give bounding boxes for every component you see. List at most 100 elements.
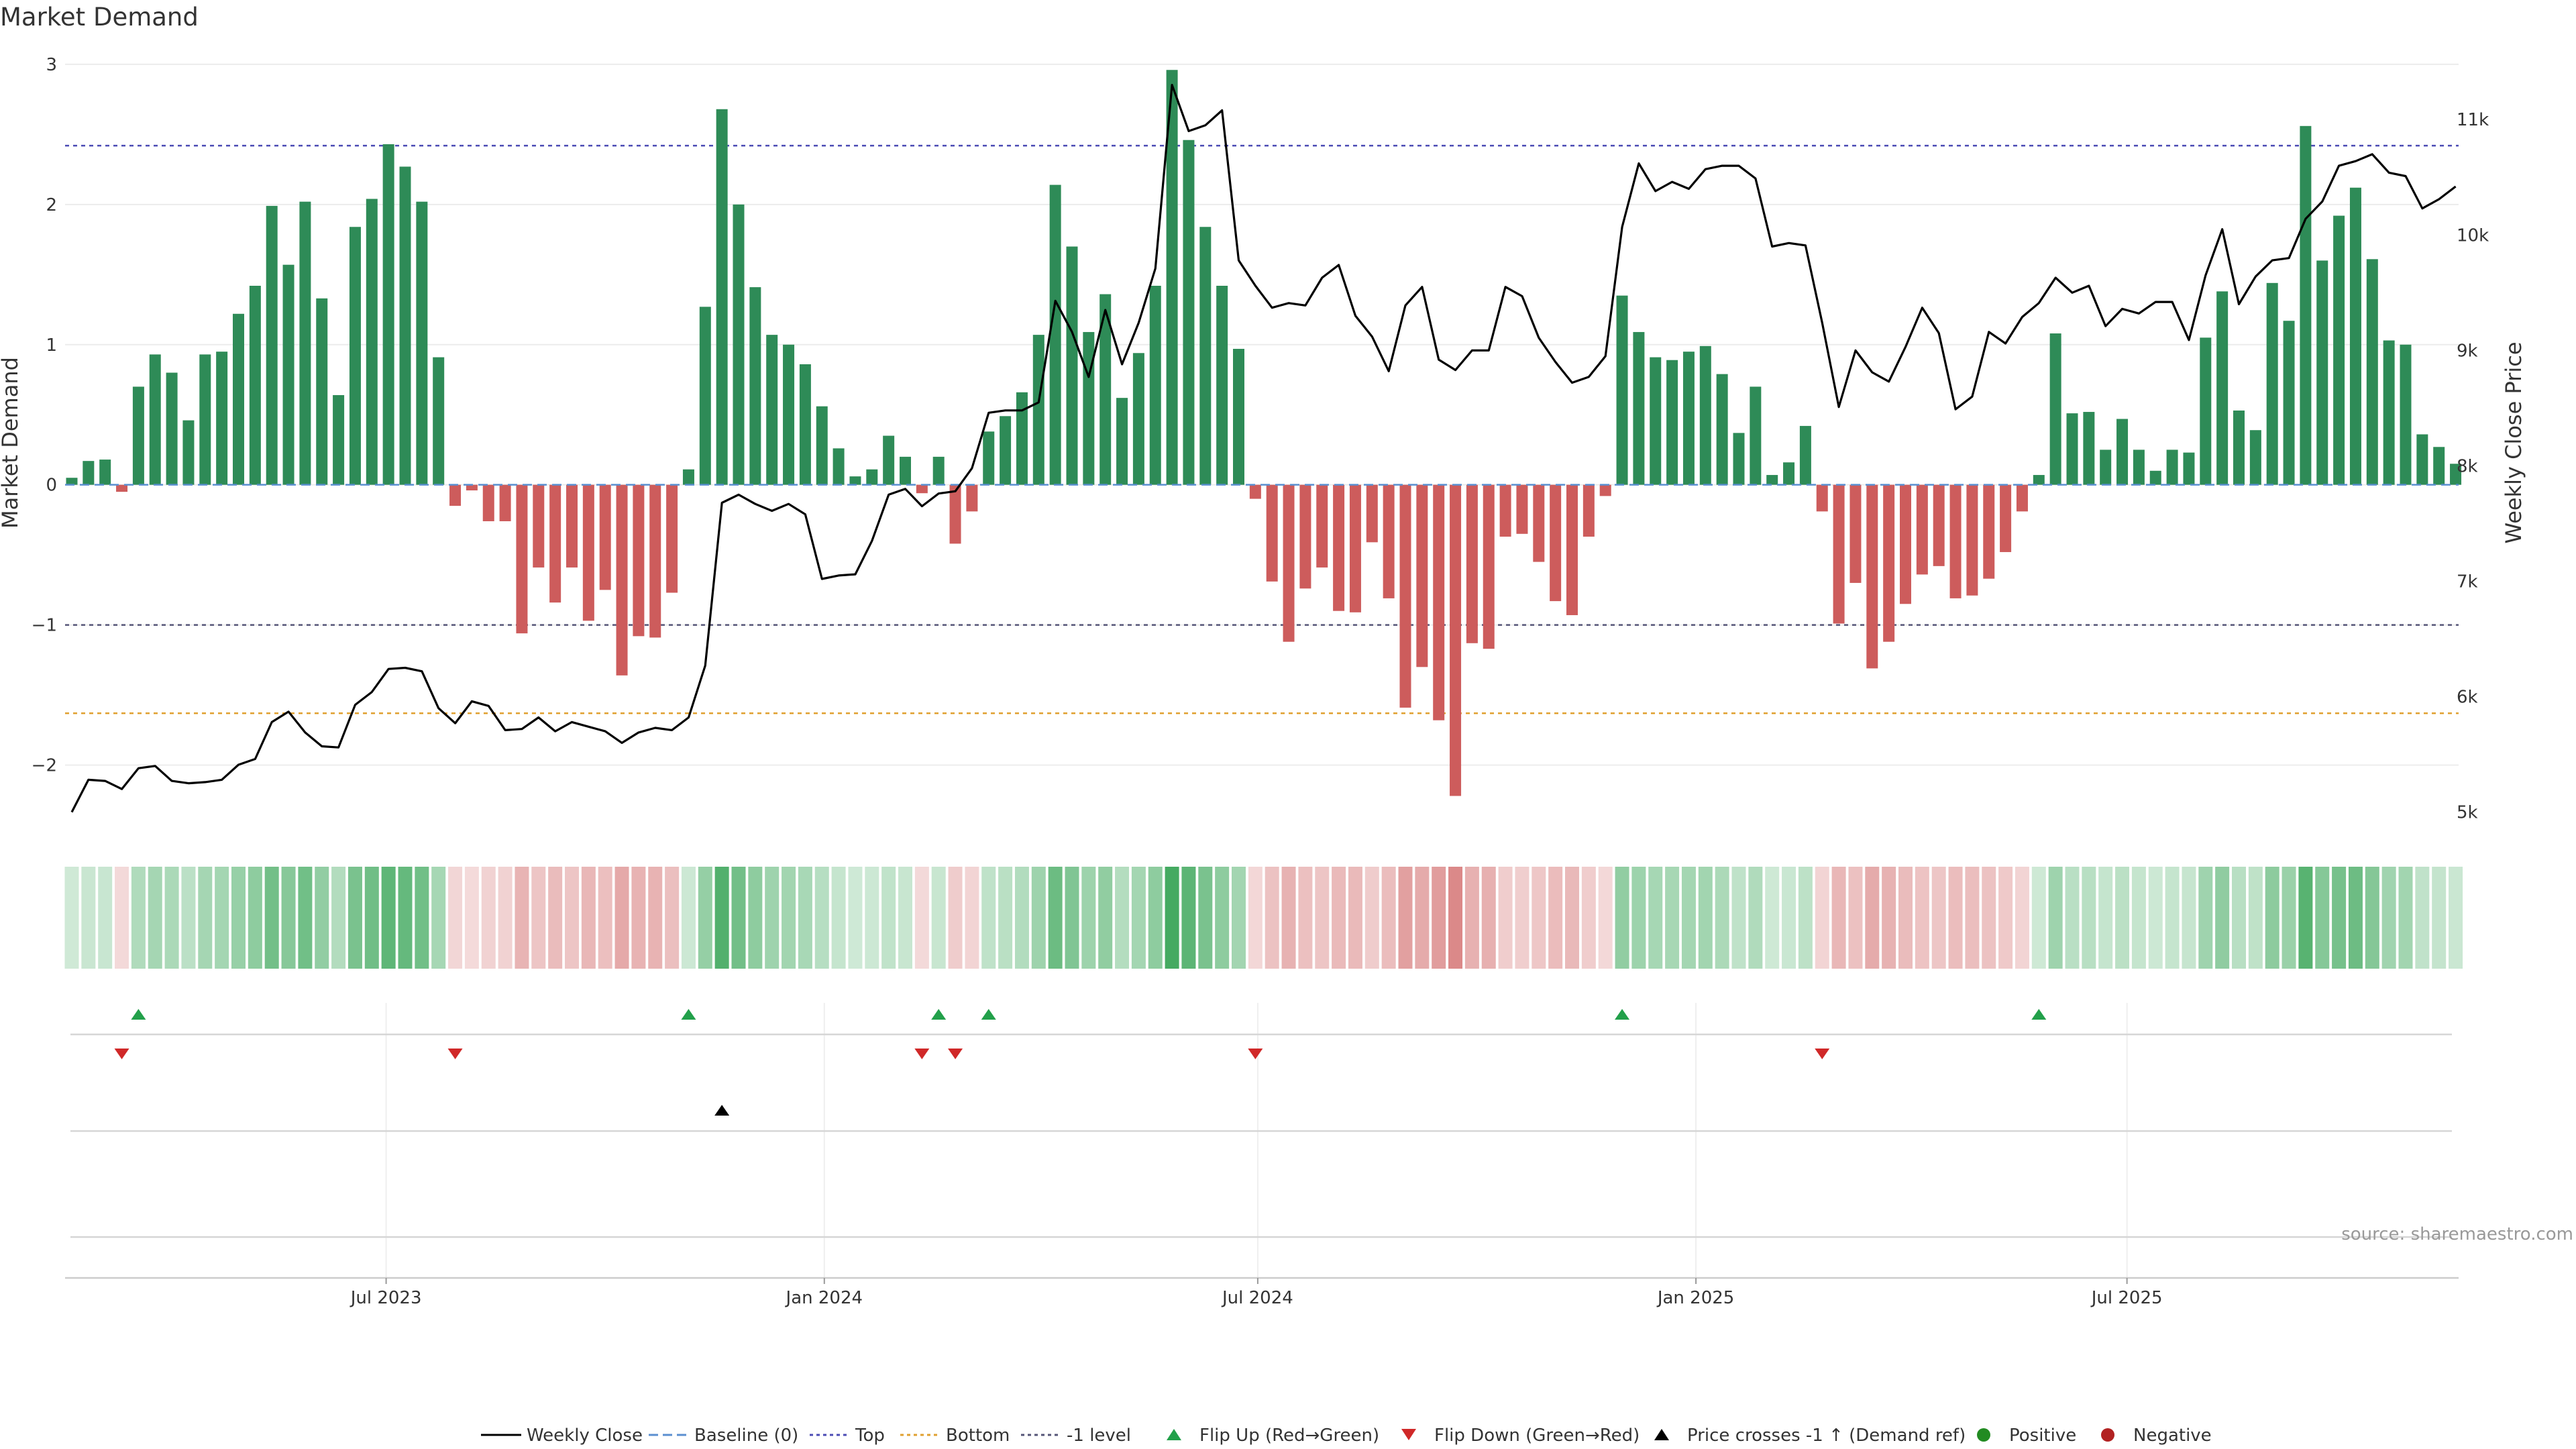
demand-bar <box>2366 259 2378 485</box>
y-tick-label: 3 <box>46 55 57 75</box>
demand-bar <box>166 372 178 485</box>
demand-bar <box>1483 484 1495 649</box>
demand-bar <box>749 287 761 485</box>
flip-up-marker <box>981 1009 996 1020</box>
demand-bar <box>2083 412 2095 485</box>
demand-bar <box>699 307 711 485</box>
legend-swatch <box>1977 1428 1990 1442</box>
demand-bar <box>1116 398 1128 485</box>
heat-cell <box>2215 867 2230 969</box>
heat-cell <box>1831 867 1846 969</box>
heat-cell <box>1332 867 1346 969</box>
heat-cell <box>1715 867 1729 969</box>
demand-bar <box>1766 475 1778 485</box>
heat-cell <box>1364 867 1379 969</box>
heat-cell <box>181 867 196 969</box>
legend-label: Weekly Close <box>527 1426 643 1446</box>
heat-cell <box>1548 867 1563 969</box>
demand-bar <box>1000 416 1012 485</box>
heat-cell <box>2148 867 2163 969</box>
demand-bar <box>449 484 462 506</box>
heat-cell <box>1848 867 1863 969</box>
heat-cell <box>1898 867 1913 969</box>
demand-bar <box>1266 484 1278 582</box>
demand-bar <box>2216 291 2229 485</box>
heat-cell <box>1048 867 1063 969</box>
heat-cell <box>2381 867 2396 969</box>
demand-bar <box>1933 484 1945 566</box>
demand-bar <box>1750 386 1762 485</box>
demand-bar <box>2416 434 2428 485</box>
demand-bar <box>1249 484 1261 499</box>
demand-bar <box>1366 484 1378 543</box>
heat-cell <box>248 867 262 969</box>
heat-cell <box>2082 867 2096 969</box>
demand-bar <box>2333 215 2345 485</box>
flip-down-marker <box>1248 1049 1263 1059</box>
demand-bar <box>83 461 95 485</box>
y2-tick-label: 9k <box>2457 341 2478 361</box>
heat-cell <box>498 867 513 969</box>
source-label: source: sharemaestro.com <box>2341 1224 2573 1244</box>
y-tick-label: −2 <box>32 756 57 776</box>
demand-bar <box>666 484 678 593</box>
heat-cell <box>948 867 963 969</box>
heat-cell <box>565 867 579 969</box>
heat-cell <box>1798 867 1813 969</box>
demand-bar <box>783 344 795 485</box>
demand-bars <box>65 70 2462 796</box>
demand-bar <box>1949 484 1962 598</box>
demand-bar <box>216 352 228 485</box>
demand-heat-strip <box>64 867 2463 969</box>
heat-cell <box>1948 867 1963 969</box>
heat-cell <box>381 867 396 969</box>
demand-bar <box>1349 484 1361 612</box>
heat-cell <box>681 867 696 969</box>
heat-cell <box>231 867 246 969</box>
demand-bar <box>1299 484 1311 589</box>
demand-bar <box>2316 260 2328 485</box>
heat-cell <box>665 867 680 969</box>
heat-cell <box>1281 867 1296 969</box>
legend-label: -1 level <box>1067 1426 1131 1446</box>
demand-bar <box>249 286 261 485</box>
heat-cell <box>1598 867 1613 969</box>
legend-swatch <box>1401 1429 1416 1440</box>
legend-label: Negative <box>2133 1426 2212 1446</box>
flip-down-marker <box>447 1049 463 1059</box>
legend-label: Baseline (0) <box>694 1426 798 1446</box>
heat-cell <box>2065 867 2080 969</box>
demand-bar <box>1666 360 1678 485</box>
heat-cell <box>1915 867 1929 969</box>
legend-swatch <box>2101 1428 2114 1442</box>
demand-bar <box>333 394 345 485</box>
heat-cell <box>581 867 596 969</box>
heat-cell <box>1131 867 1146 969</box>
y-tick-label: −1 <box>32 616 57 636</box>
demand-bar <box>1799 425 1811 485</box>
demand-bar <box>932 456 945 485</box>
flip-down-marker <box>114 1049 129 1059</box>
flip-up-marker <box>1615 1009 1630 1020</box>
demand-bar <box>1016 392 1028 485</box>
flip-up-marker <box>931 1009 947 1020</box>
demand-bar <box>716 109 728 485</box>
weekly-close-line <box>70 83 2457 813</box>
heat-cell <box>2031 867 2046 969</box>
demand-bar <box>849 476 861 485</box>
heat-cell <box>1681 867 1696 969</box>
heat-cell <box>731 867 746 969</box>
demand-bar <box>116 484 128 492</box>
demand-bar <box>1699 345 1711 485</box>
y-tick-label: 1 <box>46 335 57 356</box>
demand-bar <box>1966 484 1978 596</box>
y2-tick-label: 8k <box>2457 456 2478 476</box>
demand-bar <box>266 205 278 485</box>
heat-cell <box>481 867 496 969</box>
demand-bar <box>2116 419 2129 485</box>
y2-tick-label: 11k <box>2457 110 2489 130</box>
demand-bar <box>1066 246 1078 485</box>
demand-bar <box>766 335 778 485</box>
y-axis-title: Market Demand <box>0 357 23 529</box>
heat-cell <box>714 867 729 969</box>
